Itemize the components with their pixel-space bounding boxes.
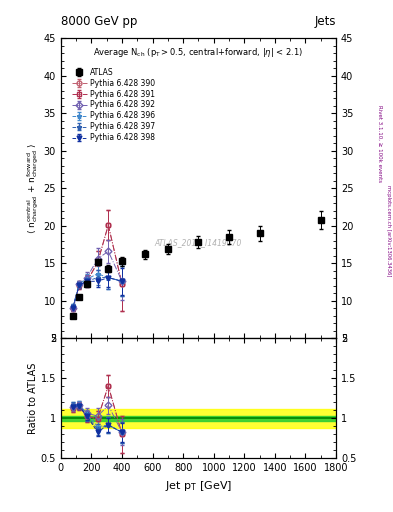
Text: Rivet 3.1.10, ≥ 100k events: Rivet 3.1.10, ≥ 100k events <box>377 105 382 182</box>
Text: Average N$_{\mathsf{ch}}$ (p$_{\mathsf{T}}$$>$0.5, central+forward, |$\eta$| < 2: Average N$_{\mathsf{ch}}$ (p$_{\mathsf{T… <box>94 46 303 59</box>
Text: ATLAS_2016_I1419070: ATLAS_2016_I1419070 <box>155 238 242 247</box>
Text: 8000 GeV pp: 8000 GeV pp <box>61 15 137 28</box>
Legend: ATLAS, Pythia 6.428 390, Pythia 6.428 391, Pythia 6.428 392, Pythia 6.428 396, P: ATLAS, Pythia 6.428 390, Pythia 6.428 39… <box>70 66 157 144</box>
Y-axis label: Ratio to ATLAS: Ratio to ATLAS <box>28 362 38 434</box>
Text: Jets: Jets <box>314 15 336 28</box>
Y-axis label: $\langle$ n$^{\mathsf{central}}_{\mathsf{charged}}$ + n$^{\mathsf{forward}}_{\ma: $\langle$ n$^{\mathsf{central}}_{\mathsf… <box>25 143 41 234</box>
Bar <box>61 416 336 421</box>
Bar <box>61 409 336 428</box>
Text: mcplots.cern.ch [arXiv:1306.3436]: mcplots.cern.ch [arXiv:1306.3436] <box>386 185 391 276</box>
X-axis label: Jet p$_{\mathsf{T}}$ [GeV]: Jet p$_{\mathsf{T}}$ [GeV] <box>165 479 232 493</box>
